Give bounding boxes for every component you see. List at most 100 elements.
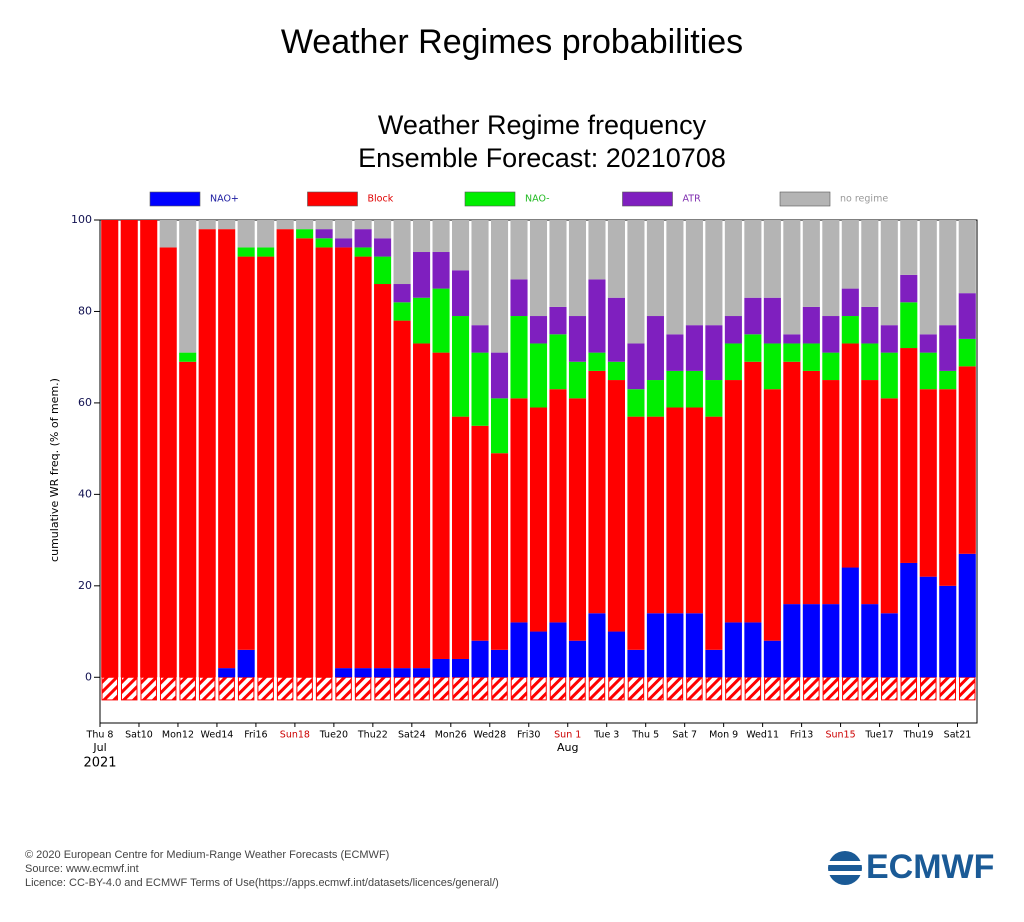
- hatch-box: [920, 676, 937, 701]
- bar-segment: [296, 229, 314, 239]
- bar-segment: [919, 576, 937, 678]
- bar-segment: [919, 334, 937, 353]
- bar-segment: [510, 279, 528, 317]
- bar-segment: [452, 270, 470, 317]
- bar-segment: [471, 325, 489, 353]
- x-tick-label: Thu19: [903, 730, 934, 741]
- month-label: Jul: [92, 741, 106, 754]
- bar-segment: [354, 247, 372, 257]
- hatch-box: [725, 676, 742, 701]
- bar-segment: [939, 585, 957, 678]
- x-tick-label: Thu 8: [86, 730, 114, 741]
- hatch-box: [939, 676, 957, 701]
- bar-segment: [685, 325, 703, 371]
- x-tick-label: Thu22: [357, 730, 388, 741]
- legend-swatch: [464, 191, 516, 207]
- bar-segment: [218, 220, 236, 230]
- bar-segment: [549, 306, 567, 335]
- bar-segment: [783, 220, 801, 335]
- hatch-box: [101, 676, 118, 701]
- bar-segment: [413, 252, 431, 298]
- x-tick-label: Mon26: [435, 730, 467, 741]
- y-tick-label: 60: [78, 396, 92, 409]
- bar-segment: [627, 649, 645, 678]
- bar-segment: [471, 640, 489, 678]
- bar-segment: [783, 361, 801, 605]
- x-tick-label: Tue 3: [593, 730, 619, 741]
- x-tick-label: Sun 1: [554, 730, 581, 741]
- hatch-box: [627, 676, 645, 701]
- hatch-box: [744, 676, 762, 701]
- bar-segment: [880, 352, 898, 399]
- bar-segment: [257, 247, 275, 257]
- bar-segment: [627, 389, 645, 417]
- bar-segment: [900, 274, 918, 303]
- page-title: Weather Regimes probabilities: [281, 23, 743, 61]
- x-tick-label: Wed28: [473, 730, 506, 741]
- bar-segment: [490, 649, 509, 678]
- bar-segment: [822, 316, 840, 353]
- bar-segment: [919, 220, 937, 335]
- hatch-box: [354, 676, 372, 701]
- bar-segment: [276, 229, 294, 678]
- bar-segment: [685, 370, 703, 408]
- bar-segment: [705, 416, 723, 650]
- hatch-box: [335, 676, 352, 701]
- bar-segment: [354, 229, 372, 248]
- bar-segment: [588, 613, 606, 678]
- x-tick-label: Thu 5: [631, 730, 659, 741]
- hatch-box: [140, 676, 157, 701]
- bar-segment: [939, 220, 957, 326]
- bar-segment: [724, 220, 742, 317]
- bar-segment: [568, 316, 587, 362]
- bar-segment: [335, 668, 353, 678]
- y-tick-label: 100: [71, 213, 92, 226]
- year-label: 2021: [83, 756, 116, 771]
- bar-segment: [120, 220, 138, 678]
- bar-segment: [588, 220, 606, 280]
- bar-segment: [374, 256, 392, 285]
- bar-segment: [646, 220, 664, 317]
- bar-segment: [374, 238, 392, 257]
- bar-segment: [179, 352, 197, 362]
- bar-segment: [452, 220, 470, 271]
- legend-swatch: [779, 191, 831, 207]
- bar-segment: [919, 352, 937, 390]
- bar-segment: [257, 256, 275, 678]
- bar-segment: [354, 668, 372, 678]
- bar-segment: [529, 407, 548, 632]
- bar-segment: [374, 284, 392, 669]
- hatch-box: [393, 676, 411, 701]
- bar-segment: [588, 279, 606, 353]
- bar-segment: [627, 343, 645, 390]
- bar-segment: [724, 380, 742, 623]
- bar-segment: [958, 220, 976, 294]
- bar-segment: [958, 553, 976, 678]
- x-tick-label: Mon 9: [709, 730, 738, 741]
- bar-segment: [237, 256, 255, 650]
- bar-segment: [432, 352, 450, 659]
- hatch-box: [530, 676, 547, 701]
- bar-segment: [880, 613, 898, 678]
- bar-segment: [529, 631, 548, 678]
- bar-segment: [685, 407, 703, 614]
- hatch-box: [549, 676, 567, 701]
- bar-segment: [666, 220, 684, 335]
- legend-swatch: [622, 191, 673, 207]
- bar-segment: [490, 220, 509, 353]
- hatch-box: [822, 676, 840, 701]
- hatch-box: [237, 676, 255, 701]
- bar-segment: [393, 284, 411, 303]
- bar-segment: [490, 352, 509, 399]
- x-tick-label: Tue20: [319, 730, 348, 741]
- bar-segment: [315, 220, 333, 230]
- bar-segment: [763, 297, 781, 344]
- bar-segment: [452, 316, 470, 417]
- month-label: Aug: [557, 741, 578, 754]
- bar-segment: [218, 668, 236, 678]
- hatch-box: [647, 676, 664, 701]
- bar-segment: [393, 668, 411, 678]
- logo-text: ECMWF: [866, 848, 994, 886]
- footer-line: Licence: CC-BY-4.0 and ECMWF Terms of Us…: [25, 877, 499, 889]
- x-tick-label: Sat24: [398, 730, 426, 741]
